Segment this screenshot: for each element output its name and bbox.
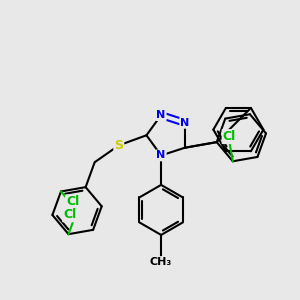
Text: N: N — [157, 110, 166, 120]
Text: S: S — [114, 139, 123, 152]
Text: N: N — [180, 118, 189, 128]
Text: CH₃: CH₃ — [150, 257, 172, 267]
Text: Cl: Cl — [223, 130, 236, 143]
Text: Cl: Cl — [63, 208, 76, 221]
Text: Cl: Cl — [66, 196, 80, 208]
Text: N: N — [157, 150, 166, 161]
